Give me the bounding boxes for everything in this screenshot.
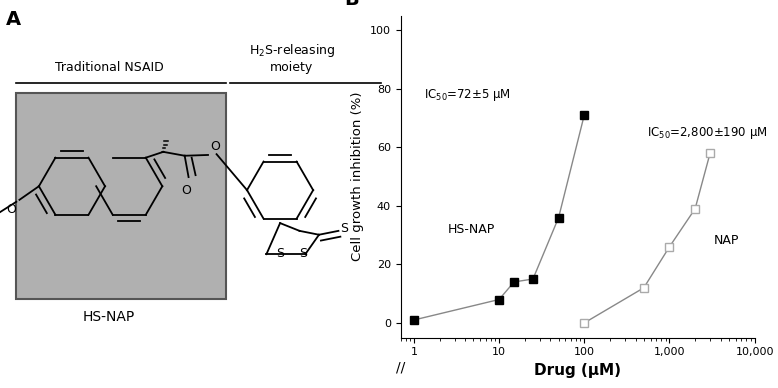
Y-axis label: Cell growth inhibition (%): Cell growth inhibition (%) bbox=[352, 92, 364, 261]
Text: S: S bbox=[340, 222, 349, 236]
Text: S: S bbox=[276, 247, 284, 260]
Text: Traditional NSAID: Traditional NSAID bbox=[54, 61, 163, 74]
Text: S: S bbox=[300, 247, 307, 260]
Text: O: O bbox=[6, 203, 16, 216]
Text: B: B bbox=[344, 0, 359, 9]
Text: IC$_{50}$=72±5 μM: IC$_{50}$=72±5 μM bbox=[423, 87, 510, 102]
Text: O: O bbox=[210, 140, 220, 153]
Text: HS-NAP: HS-NAP bbox=[448, 223, 495, 236]
Text: NAP: NAP bbox=[713, 234, 739, 248]
Text: //: // bbox=[396, 360, 405, 374]
X-axis label: Drug (μM): Drug (μM) bbox=[534, 363, 621, 378]
Text: H$_2$S-releasing
moiety: H$_2$S-releasing moiety bbox=[249, 42, 335, 74]
Bar bbox=[16, 93, 226, 299]
Text: IC$_{50}$=2,800±190 μM: IC$_{50}$=2,800±190 μM bbox=[647, 125, 768, 140]
Text: HS-NAP: HS-NAP bbox=[82, 310, 135, 324]
Text: O: O bbox=[182, 184, 191, 197]
Text: A: A bbox=[6, 10, 21, 29]
